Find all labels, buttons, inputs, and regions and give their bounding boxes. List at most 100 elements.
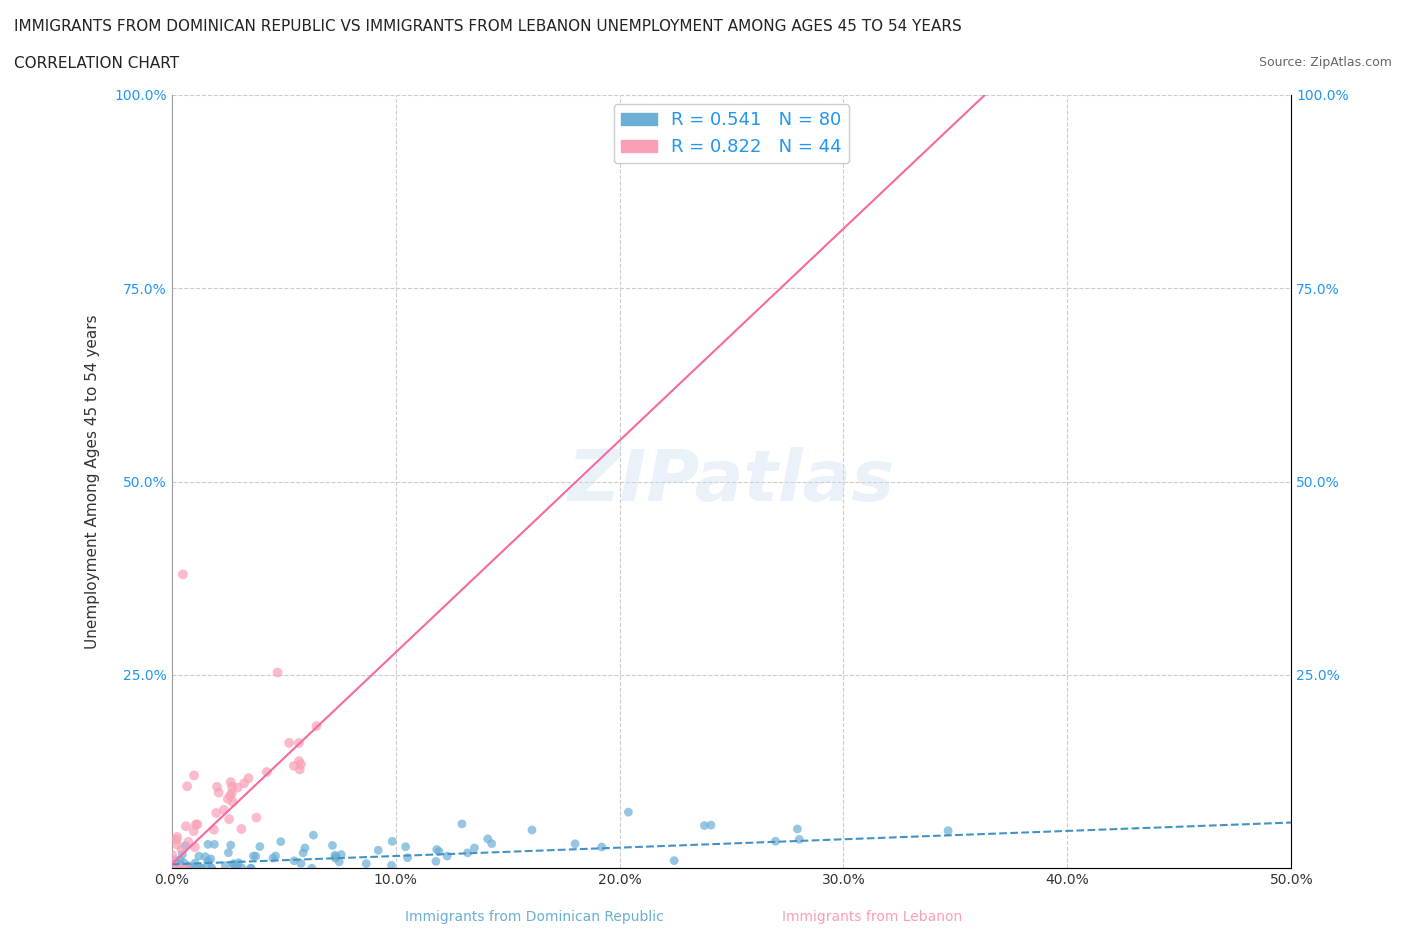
Immigrants from Lebanon (170, 861, 193, 876)
Immigrants from Lebanon (166, 832, 188, 847)
Immigrants from Lebanon (283, 759, 305, 774)
Immigrants from Dominican Republic (323, 848, 346, 863)
Immigrants from Lebanon (183, 768, 205, 783)
Immigrants from Dominican Republic (262, 851, 284, 866)
Immigrants from Dominican Republic (477, 831, 499, 846)
Immigrants from Dominican Republic (174, 861, 197, 876)
Immigrants from Dominican Republic (426, 842, 449, 857)
Immigrants from Dominican Republic (700, 817, 723, 832)
Immigrants from Lebanon (166, 861, 188, 876)
Immigrants from Dominican Republic (225, 861, 247, 876)
Immigrants from Dominican Republic (436, 849, 458, 864)
Immigrants from Lebanon (256, 764, 278, 779)
Immigrants from Dominican Republic (204, 837, 226, 852)
Y-axis label: Unemployment Among Ages 45 to 54 years: Unemployment Among Ages 45 to 54 years (86, 314, 100, 649)
Immigrants from Lebanon (166, 837, 188, 852)
Immigrants from Dominican Republic (463, 841, 485, 856)
Immigrants from Dominican Republic (264, 848, 287, 863)
Immigrants from Lebanon (290, 757, 312, 772)
Immigrants from Dominican Republic (427, 844, 450, 858)
Immigrants from Dominican Republic (167, 861, 190, 876)
Immigrants from Dominican Republic (240, 861, 263, 876)
Immigrants from Lebanon (205, 805, 228, 820)
Immigrants from Dominican Republic (325, 849, 347, 864)
Immigrants from Lebanon (177, 834, 200, 849)
Immigrants from Dominican Republic (187, 849, 209, 864)
Immigrants from Dominican Republic (219, 838, 242, 853)
Immigrants from Lebanon (288, 762, 311, 777)
Immigrants from Dominican Republic (451, 817, 474, 831)
Immigrants from Dominican Republic (172, 847, 194, 862)
Immigrants from Dominican Republic (179, 861, 201, 876)
Immigrants from Dominican Republic (765, 834, 787, 849)
Immigrants from Dominican Republic (197, 856, 219, 870)
Immigrants from Dominican Republic (183, 859, 205, 874)
Immigrants from Lebanon (202, 822, 225, 837)
Immigrants from Lebanon (176, 861, 198, 876)
Immigrants from Dominican Republic (301, 861, 323, 876)
Immigrants from Lebanon (170, 843, 193, 857)
Immigrants from Dominican Republic (330, 847, 353, 862)
Immigrants from Dominican Republic (328, 855, 350, 870)
Immigrants from Dominican Republic (786, 821, 808, 836)
Immigrants from Dominican Republic (222, 857, 245, 871)
Immigrants from Dominican Republic (283, 854, 305, 869)
Immigrants from Dominican Republic (191, 861, 214, 876)
Immigrants from Dominican Republic (481, 836, 503, 851)
Immigrants from Lebanon (174, 818, 197, 833)
Immigrants from Dominican Republic (292, 845, 315, 860)
Immigrants from Lebanon (231, 821, 253, 836)
Immigrants from Dominican Republic (425, 854, 447, 869)
Immigrants from Dominican Republic (617, 804, 640, 819)
Immigrants from Lebanon (278, 736, 301, 751)
Immigrants from Lebanon (205, 779, 228, 794)
Immigrants from Dominican Republic (200, 851, 222, 866)
Immigrants from Dominican Republic (184, 856, 207, 870)
Immigrants from Dominican Republic (214, 858, 236, 873)
Immigrants from Dominican Republic (173, 856, 195, 870)
Immigrants from Dominican Republic (165, 853, 187, 868)
Text: CORRELATION CHART: CORRELATION CHART (14, 56, 179, 71)
Immigrants from Dominican Republic (225, 858, 247, 873)
Text: Immigrants from Lebanon: Immigrants from Lebanon (782, 910, 962, 923)
Immigrants from Dominican Republic (228, 856, 250, 870)
Text: Immigrants from Dominican Republic: Immigrants from Dominican Republic (405, 910, 664, 923)
Immigrants from Lebanon (183, 824, 205, 839)
Immigrants from Dominican Republic (693, 818, 716, 833)
Immigrants from Dominican Republic (187, 861, 209, 876)
Immigrants from Dominican Republic (222, 857, 245, 872)
Immigrants from Lebanon (219, 775, 242, 790)
Immigrants from Dominican Republic (380, 857, 402, 872)
Immigrants from Lebanon (172, 567, 194, 582)
Immigrants from Dominican Republic (381, 834, 404, 849)
Immigrants from Lebanon (221, 794, 243, 809)
Immigrants from Dominican Republic (367, 843, 389, 857)
Immigrants from Lebanon (166, 830, 188, 844)
Immigrants from Dominican Republic (270, 834, 292, 849)
Immigrants from Lebanon (212, 803, 235, 817)
Immigrants from Lebanon (176, 778, 198, 793)
Immigrants from Dominican Republic (231, 861, 253, 876)
Immigrants from Lebanon (221, 786, 243, 801)
Immigrants from Dominican Republic (294, 841, 316, 856)
Immigrants from Dominican Republic (394, 839, 416, 854)
Immigrants from Lebanon (218, 812, 240, 827)
Immigrants from Dominican Republic (239, 861, 262, 876)
Legend: R = 0.541   N = 80, R = 0.822   N = 44: R = 0.541 N = 80, R = 0.822 N = 44 (613, 104, 849, 164)
Immigrants from Dominican Republic (789, 832, 811, 847)
Immigrants from Dominican Republic (664, 853, 686, 868)
Immigrants from Dominican Republic (217, 845, 239, 860)
Immigrants from Dominican Republic (174, 838, 197, 853)
Immigrants from Dominican Republic (302, 828, 325, 843)
Immigrants from Dominican Republic (520, 822, 543, 837)
Immigrants from Dominican Republic (191, 861, 214, 876)
Immigrants from Lebanon (288, 753, 311, 768)
Immigrants from Lebanon (787, 126, 810, 141)
Immigrants from Dominican Republic (169, 853, 191, 868)
Immigrants from Dominican Republic (194, 849, 217, 864)
Text: IMMIGRANTS FROM DOMINICAN REPUBLIC VS IMMIGRANTS FROM LEBANON UNEMPLOYMENT AMONG: IMMIGRANTS FROM DOMINICAN REPUBLIC VS IM… (14, 19, 962, 33)
Immigrants from Dominican Republic (200, 861, 222, 876)
Immigrants from Dominican Republic (323, 851, 346, 866)
Immigrants from Dominican Republic (936, 823, 959, 838)
Immigrants from Dominican Republic (197, 837, 219, 852)
